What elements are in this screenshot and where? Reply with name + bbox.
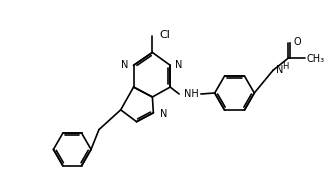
Text: H: H [282, 62, 288, 71]
Text: N: N [121, 60, 129, 70]
Text: N: N [175, 60, 182, 70]
Text: CH₃: CH₃ [307, 54, 325, 64]
Text: N: N [276, 65, 283, 75]
Text: O: O [294, 36, 301, 47]
Text: Cl: Cl [159, 30, 170, 40]
Text: N: N [160, 109, 168, 119]
Text: NH: NH [184, 89, 198, 99]
